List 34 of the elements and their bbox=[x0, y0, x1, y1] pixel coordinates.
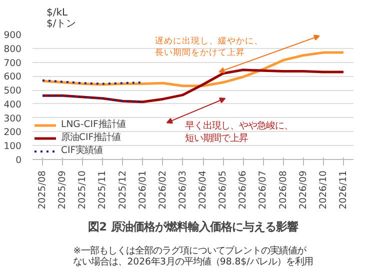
x-tick-label: 2025/09 bbox=[57, 170, 68, 210]
x-tick-label: 2025/12 bbox=[117, 170, 128, 210]
y-tick-label: 200 bbox=[4, 127, 22, 138]
x-tick-label: 2026/11 bbox=[338, 170, 349, 210]
y-tick-label: 700 bbox=[4, 58, 22, 69]
annotation: 早く出現し、やや急峻に、短い期間で上昇 bbox=[184, 120, 293, 144]
y-tick-label: 300 bbox=[4, 113, 22, 124]
x-tick-label: 2025/10 bbox=[77, 170, 88, 210]
annotation: 遅めに出現し、緩やかに、長い期間をかけて上昇 bbox=[154, 36, 263, 58]
x-tick-label: 2026/10 bbox=[318, 170, 329, 210]
legend-label: CIF実績値 bbox=[61, 144, 103, 157]
x-tick-label: 2026/02 bbox=[157, 170, 168, 210]
y-tick-label: 500 bbox=[4, 86, 22, 97]
x-tick-label: 2026/08 bbox=[278, 170, 289, 210]
y-tick-label: 400 bbox=[4, 99, 22, 110]
y-tick-label: 900 bbox=[4, 30, 22, 41]
x-tick-label: 2026/01 bbox=[137, 170, 148, 210]
x-tick-label: 2025/08 bbox=[37, 170, 48, 210]
y-axis-title: $/kL $/トン bbox=[46, 8, 76, 30]
x-tick-label: 2026/04 bbox=[198, 170, 209, 210]
y-tick-label: 0 bbox=[16, 155, 22, 166]
x-tick-label: 2026/09 bbox=[298, 170, 309, 210]
x-tick-label: 2026/05 bbox=[218, 170, 229, 210]
legend-label: 原油CIF推計値 bbox=[61, 131, 121, 144]
x-tick-label: 2026/07 bbox=[258, 170, 269, 210]
text: ※一部もしくは全部のラグ項についてブレントの実績値がない場合は、2026年3月の平均値（98.8$/バレル）を利用 bbox=[73, 246, 313, 268]
y-tick-label: 800 bbox=[4, 44, 22, 55]
x-tick-label: 2025/11 bbox=[97, 170, 108, 210]
legend-label: LNG-CIF推計値 bbox=[61, 118, 126, 131]
x-tick-label: 2026/03 bbox=[177, 170, 188, 210]
y-tick-label: 600 bbox=[4, 72, 22, 83]
text: 図2 原油価格が燃料輸入価格に与える影響 bbox=[88, 220, 298, 234]
x-tick-label: 2026/06 bbox=[238, 170, 249, 210]
y-tick-label: 100 bbox=[4, 141, 22, 152]
